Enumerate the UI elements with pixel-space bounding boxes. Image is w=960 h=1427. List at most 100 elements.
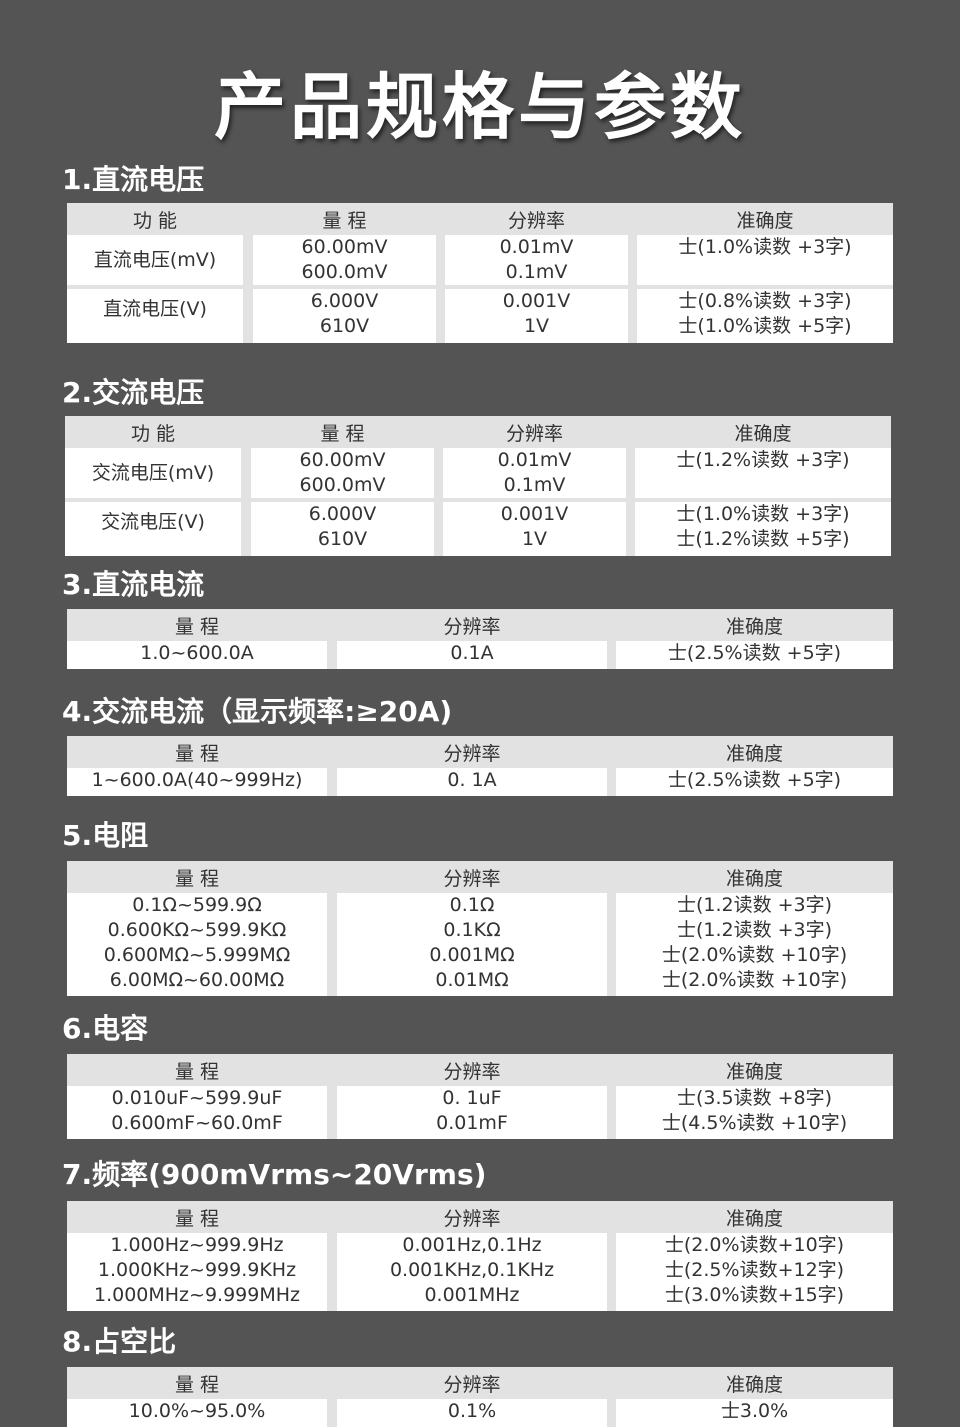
cell-line: 士(1.2读数 +3字) [676,919,833,941]
cell-line: 0.1% [447,1400,497,1422]
cell-line: 60.00mV [299,449,386,471]
cell-line: 600.0mV [301,261,388,283]
range-cell: 6.000V 610V [253,289,436,343]
accuracy-cell: 士(2.5%读数 +5字) [616,641,893,669]
section-heading: 5.电阻 [62,819,149,852]
cell-line: 600.0mV [299,474,386,496]
section-heading: 6.电容 [62,1012,149,1045]
column-header: 分辨率 [443,616,501,638]
cell-line: 0.1mV [505,261,568,283]
cell-line: 交流电压(mV) [91,461,215,484]
table-row: 0.010uF~599.9uF 0.600mF~60.0mF 0. 1uF 0.01m… [67,1086,893,1139]
cell-line: 0.001MΩ [429,944,515,966]
cell-line: 610V [317,528,368,550]
table-header-row: 量 程 分辨率 准确度 [67,1054,893,1086]
cell-line: 0.001V [502,290,571,312]
accuracy-cell: 士3.0% [616,1399,893,1427]
cell-line: 60.00mV [301,236,388,258]
table-header-row: 量 程 分辨率 准确度 [67,1367,893,1399]
cell-line: 直流电压(mV) [93,248,217,271]
cell-line: 1~600.0A(40~999Hz) [91,769,303,791]
range-cell: 1.0~600.0A [67,641,327,669]
resolution-cell: 0. 1uF 0.01mF [337,1086,607,1139]
column-header: 准确度 [725,1374,783,1396]
column-header: 准确度 [725,1061,783,1083]
column-header: 量 程 [320,423,365,445]
cell-line: 士(1.0%读数 +5字) [678,315,852,337]
cell-line: 士(1.0%读数 +3字) [676,503,850,525]
resolution-cell: 0.01mV 0.1mV [445,235,628,285]
column-header: 量 程 [174,1374,220,1396]
function-cell: 交流电压(mV) [65,448,241,498]
cell-line: 0.01mV [499,236,574,258]
cell-line: 0.1Ω~599.9Ω [132,894,262,916]
table-row: 0.1Ω~599.9Ω 0.600KΩ~599.9KΩ 0.600MΩ~5.999M… [67,893,893,996]
accuracy-cell: 士(1.2读数 +3字) 士(1.2读数 +3字) 士(2.0%读数 +10字) 士(… [616,893,893,996]
resolution-cell: 0.001V 1V [443,502,626,556]
range-cell: 0.1Ω~599.9Ω 0.600KΩ~599.9KΩ 0.600MΩ~5.999M… [67,893,327,996]
cell-line: 6.00MΩ~60.00MΩ [109,969,285,991]
cell-line: 士(1.2%读数 +3字) [676,449,850,471]
cell-line: 士(2.5%读数 +5字) [667,642,842,664]
cell-line: 0.01mV [497,449,572,471]
cell-line: 士3.0% [720,1400,789,1422]
page-title: 产品规格与参数 [213,65,746,149]
cell-line: 士(2.5%读数 +5字) [667,769,842,791]
table-row: 1.000Hz~999.9Hz 1.000KHz~999.9KHz 1.000MHz… [67,1233,893,1311]
column-header: 分辨率 [443,868,501,890]
column-header: 分辨率 [505,423,563,445]
cell-line: 610V [319,315,370,337]
column-header: 分辨率 [443,1061,501,1083]
cell-line: 0.600MΩ~5.999MΩ [103,944,291,966]
function-cell: 直流电压(V) [67,289,243,343]
table-header-row: 量 程 分辨率 准确度 [67,1201,893,1233]
section-heading: 7.频率(900mVrms~20Vrms) [62,1158,487,1191]
section-heading: 2.交流电压 [62,376,205,409]
cell-line: 1.000MHz~9.999MHz [93,1284,300,1306]
cell-line: 0.001MHz [424,1284,520,1306]
column-header: 准确度 [725,743,783,765]
cell-line: 士(2.0%读数 +10字) [661,969,848,991]
cell-line: 0.1Ω [449,894,495,916]
table-row: 1~600.0A(40~999Hz) 0. 1A 士(2.5%读数 +5字) [67,768,893,796]
cell-line: 士(3.0%读数+15字) [664,1284,845,1306]
table-row: 直流电压(V) 6.000V 610V 0.001V 1V 士(0.8%读数 +3字) 士(… [67,289,893,343]
accuracy-cell: 士(1.2%读数 +3字) [635,448,891,498]
spec-table: 量 程 分辨率 准确度 0.010uF~599.9uF 0.600mF~60.0mF 0.… [67,1054,893,1139]
cell-line: 士(0.8%读数 +3字) [678,290,852,312]
resolution-cell: 0.001Hz,0.1Hz 0.001KHz,0.1KHz 0.001MHz [337,1233,607,1311]
cell-line: 6.000V [308,503,377,525]
table-row: 交流电压(V) 6.000V 610V 0.001V 1V 士(1.0%读数 +3字) 士(… [65,502,891,556]
spec-table: 量 程 分辨率 准确度 1.000Hz~999.9Hz 1.000KHz~999.9KH… [67,1201,893,1311]
column-header: 量 程 [174,743,220,765]
range-cell: 60.00mV 600.0mV [251,448,434,498]
column-header: 功 能 [132,210,178,232]
table-header-row: 功 能 量 程 分辨率 准确度 [65,416,891,448]
table-row: 1.0~600.0A 0.1A 士(2.5%读数 +5字) [67,641,893,669]
column-header: 分辨率 [443,1374,501,1396]
column-header: 准确度 [725,1208,783,1230]
resolution-cell: 0.1% [337,1399,607,1427]
accuracy-cell: 士(1.0%读数 +3字) [637,235,893,285]
column-header: 准确度 [734,423,792,445]
column-header: 量 程 [174,1061,220,1083]
table-row: 10.0%~95.0% 0.1% 士3.0% [67,1399,893,1427]
cell-line: 0.600KΩ~599.9KΩ [107,919,287,941]
cell-line: 1.000Hz~999.9Hz [110,1234,284,1256]
resolution-cell: 0. 1A [337,768,607,796]
cell-line: 0.1A [450,642,494,664]
spec-table: 量 程 分辨率 准确度 10.0%~95.0% 0.1% 士3.0% [67,1367,893,1427]
accuracy-cell: 士(2.0%读数+10字) 士(2.5%读数+12字) 士(3.0%读数+15字) [616,1233,893,1311]
column-header: 功 能 [130,423,176,445]
column-header: 量 程 [322,210,367,232]
cell-line: 交流电压(V) [101,511,205,533]
table-header-row: 量 程 分辨率 准确度 [67,736,893,768]
spec-table: 功 能 量 程 分辨率 准确度交流电压(mV) 60.00mV 600.0mV 0.01mV… [65,416,891,556]
cell-line: 0.001V [500,503,569,525]
cell-line: 6.000V [310,290,379,312]
cell-line: 士(4.5%读数 +10字) [661,1112,848,1134]
function-cell: 交流电压(V) [65,502,241,556]
resolution-cell: 0.1A [337,641,607,669]
cell-line: 1.0~600.0A [140,642,254,664]
cell-line: 0.001KHz,0.1KHz [389,1259,555,1281]
